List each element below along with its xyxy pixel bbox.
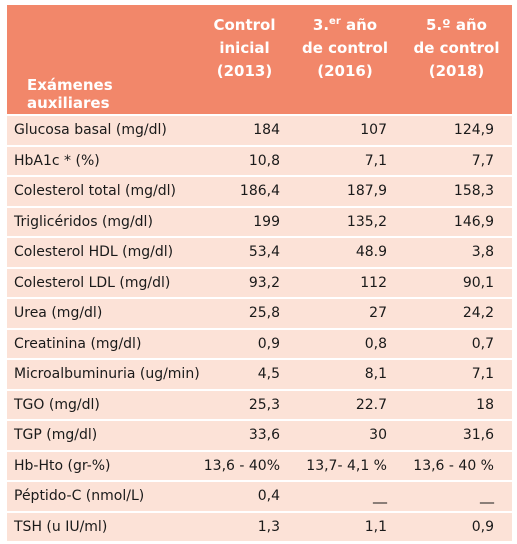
header-row: Exámenes auxiliares Control inicial (201…: [7, 5, 512, 116]
header-col2-line2: de control: [301, 39, 389, 57]
value-2016-cell: __: [289, 481, 401, 513]
value-2016-cell: 7,1: [289, 145, 401, 177]
value-2013-cell: 0,9: [200, 328, 289, 360]
header-5to-ano: 5.º año de control (2018): [401, 5, 512, 116]
table-row: Colesterol HDL (mg/dl) 53,4 48.9 3,8: [7, 237, 512, 269]
table-row: Microalbuminuria (ug/min) 4,5 8,1 7,1: [7, 359, 512, 391]
table-row: TSH (u IU/ml) 1,3 1,1 0,9: [7, 511, 512, 543]
value-2016-cell: 187,9: [289, 176, 401, 208]
value-2018-cell: 3,8: [401, 237, 512, 269]
header-col1-line1: Control: [213, 16, 276, 34]
table-row: Colesterol LDL (mg/dl) 93,2 112 90,1: [7, 267, 512, 299]
exam-name-cell: Creatinina (mg/dl): [7, 328, 200, 360]
exam-name-cell: TGP (mg/dl): [7, 420, 200, 452]
header-examenes: Exámenes auxiliares: [7, 5, 200, 116]
lab-results-table: Exámenes auxiliares Control inicial (201…: [7, 5, 512, 543]
table-row: Urea (mg/dl) 25,8 27 24,2: [7, 298, 512, 330]
value-2016-cell: 0,8: [289, 328, 401, 360]
table-row: TGP (mg/dl) 33,6 30 31,6: [7, 420, 512, 452]
exam-name-cell: Colesterol HDL (mg/dl): [7, 237, 200, 269]
header-col3-line1: 5.º año: [426, 16, 487, 34]
table-row: Colesterol total (mg/dl) 186,4 187,9 158,3: [7, 176, 512, 208]
lab-results-table-container: Exámenes auxiliares Control inicial (201…: [7, 5, 512, 543]
header-examenes-line1: Exámenes: [27, 76, 113, 94]
value-2018-cell: 90,1: [401, 267, 512, 299]
value-2013-cell: 25,8: [200, 298, 289, 330]
value-2013-cell: 33,6: [200, 420, 289, 452]
header-col1-line3: (2013): [216, 62, 273, 80]
value-2018-cell: 18: [401, 389, 512, 421]
table-row: Creatinina (mg/dl) 0,9 0,8 0,7: [7, 328, 512, 360]
exam-name-cell: Triglicéridos (mg/dl): [7, 206, 200, 238]
header-col2-line3: (2016): [317, 62, 373, 80]
value-2018-cell: 0,9: [401, 511, 512, 543]
value-2016-cell: 107: [289, 115, 401, 147]
table-row: Glucosa basal (mg/dl) 184 107 124,9: [7, 115, 512, 147]
value-2016-cell: 1,1: [289, 511, 401, 543]
value-2018-cell: 158,3: [401, 176, 512, 208]
value-2018-cell: 0,7: [401, 328, 512, 360]
table-row: Triglicéridos (mg/dl) 199 135,2 146,9: [7, 206, 512, 238]
value-2013-cell: 4,5: [200, 359, 289, 391]
exam-name-cell: Microalbuminuria (ug/min): [7, 359, 200, 391]
header-col3-line3: (2018): [428, 62, 485, 80]
header-col3-line2: de control: [413, 39, 500, 57]
value-2013-cell: 93,2: [200, 267, 289, 299]
header-col1-line2: inicial: [219, 39, 270, 57]
value-2018-cell: 146,9: [401, 206, 512, 238]
value-2018-cell: 124,9: [401, 115, 512, 147]
header-col2-sup: er: [329, 16, 341, 27]
value-2013-cell: 184: [200, 115, 289, 147]
value-2013-cell: 0,4: [200, 481, 289, 513]
exam-name-cell: Péptido-C (nmol/L): [7, 481, 200, 513]
value-2016-cell: 30: [289, 420, 401, 452]
value-2013-cell: 53,4: [200, 237, 289, 269]
value-2016-cell: 135,2: [289, 206, 401, 238]
value-2013-cell: 10,8: [200, 145, 289, 177]
value-2018-cell: 24,2: [401, 298, 512, 330]
header-examenes-line2: auxiliares: [27, 94, 110, 112]
table-row: HbA1c * (%) 10,8 7,1 7,7: [7, 145, 512, 177]
exam-name-cell: Urea (mg/dl): [7, 298, 200, 330]
value-2018-cell: __: [401, 481, 512, 513]
value-2013-cell: 1,3: [200, 511, 289, 543]
exam-name-cell: Glucosa basal (mg/dl): [7, 115, 200, 147]
value-2013-cell: 13,6 - 40%: [200, 450, 289, 482]
value-2018-cell: 7,7: [401, 145, 512, 177]
exam-name-cell: Colesterol LDL (mg/dl): [7, 267, 200, 299]
exam-name-cell: Hb-Hto (gr-%): [7, 450, 200, 482]
header-3er-ano: 3.er año de control (2016): [289, 5, 401, 116]
header-col2-line1-pre: 3.: [312, 16, 330, 34]
value-2018-cell: 13,6 - 40 %: [401, 450, 512, 482]
table-row: Hb-Hto (gr-%) 13,6 - 40% 13,7- 4,1 % 13,6 -…: [7, 450, 512, 482]
exam-name-cell: TSH (u IU/ml): [7, 511, 200, 543]
value-2018-cell: 31,6: [401, 420, 512, 452]
value-2013-cell: 186,4: [200, 176, 289, 208]
table-body: Glucosa basal (mg/dl) 184 107 124,9 HbA1c * …: [7, 115, 512, 543]
header-col2-line1-post: año: [340, 16, 378, 34]
exam-name-cell: HbA1c * (%): [7, 145, 200, 177]
value-2016-cell: 112: [289, 267, 401, 299]
value-2013-cell: 25,3: [200, 389, 289, 421]
exam-name-cell: TGO (mg/dl): [7, 389, 200, 421]
value-2016-cell: 8,1: [289, 359, 401, 391]
value-2016-cell: 22.7: [289, 389, 401, 421]
table-row: Péptido-C (nmol/L) 0,4 __ __: [7, 481, 512, 513]
value-2016-cell: 48.9: [289, 237, 401, 269]
value-2018-cell: 7,1: [401, 359, 512, 391]
value-2013-cell: 199: [200, 206, 289, 238]
value-2016-cell: 13,7- 4,1 %: [289, 450, 401, 482]
exam-name-cell: Colesterol total (mg/dl): [7, 176, 200, 208]
value-2016-cell: 27: [289, 298, 401, 330]
header-control-inicial: Control inicial (2013): [200, 5, 289, 116]
table-row: TGO (mg/dl) 25,3 22.7 18: [7, 389, 512, 421]
